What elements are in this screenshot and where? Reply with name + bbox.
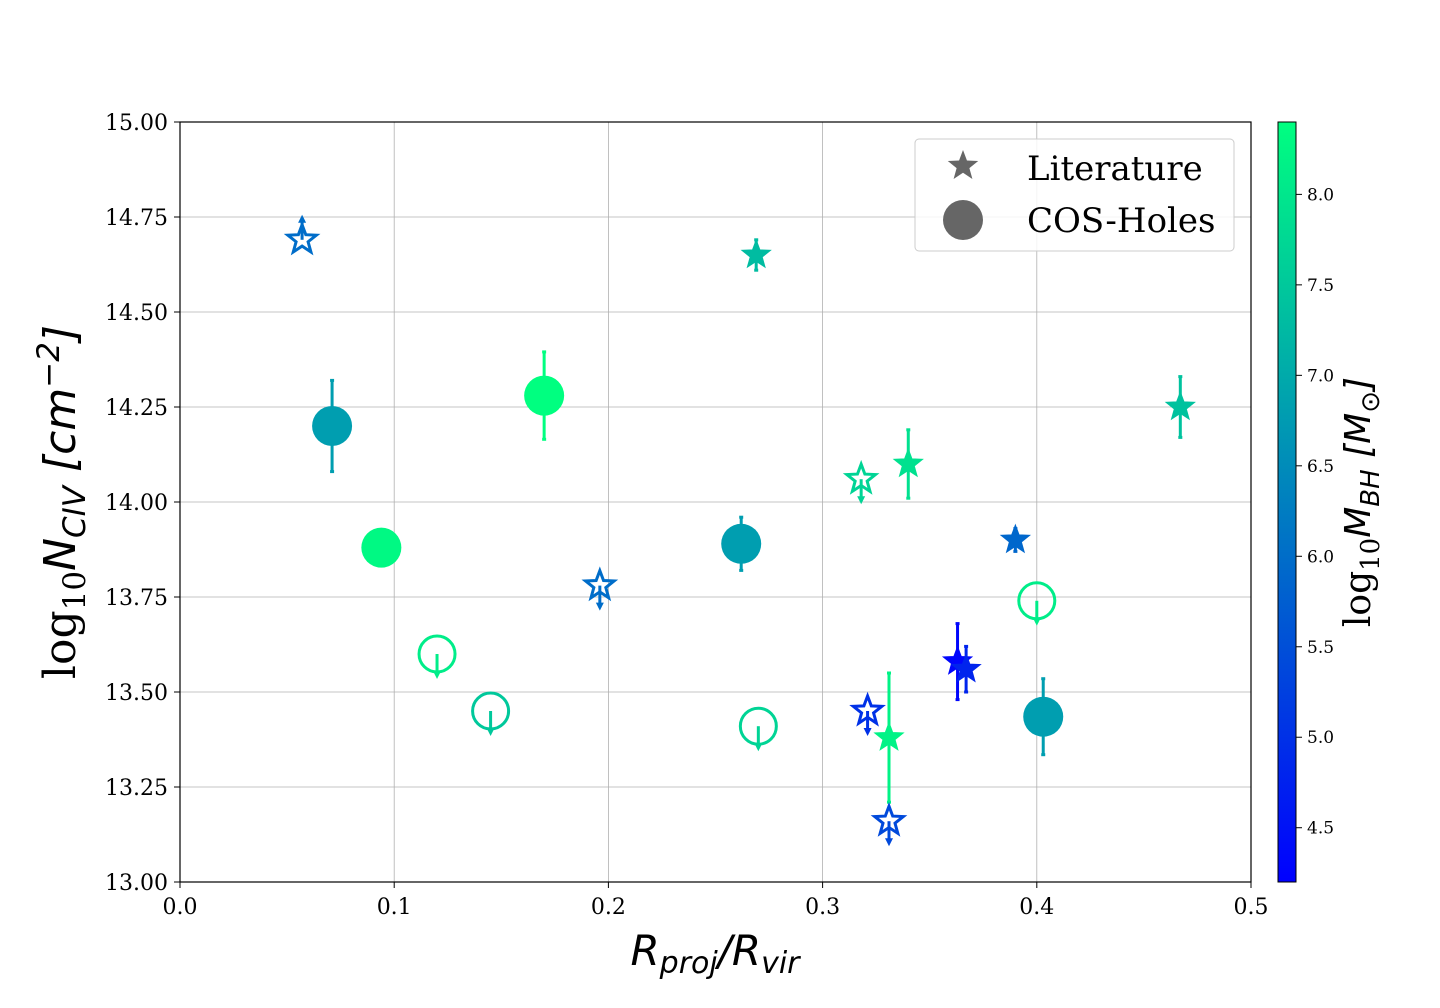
x-tick-label: 0.5 [1234,895,1269,920]
circle-marker [417,634,457,674]
literature-point [283,214,321,256]
circle-marker [524,375,565,416]
colorbar-tick-label: 8.0 [1307,185,1334,205]
limit-arrow-head [595,602,604,611]
star-marker [849,691,886,727]
legend-label-literature: Literature [1027,149,1203,189]
y-tick-label: 13.25 [105,776,168,801]
legend-circle-marker [943,200,983,240]
colorbar-label: log10MBH [M⊙] [1338,377,1386,627]
colorbar: 4.5 5.0 5.5 6.0 6.5 7.0 7.5 8.0 [1277,121,1334,883]
circle-marker [721,523,762,564]
legend-star-marker [947,150,979,179]
colorbar-gradient [1277,121,1297,883]
limit-arrow-head [857,496,866,505]
literature-point [740,238,772,272]
data-points [283,214,1196,847]
cos-holes-point [1017,581,1057,626]
colorbar-tick-label: 7.5 [1307,276,1334,296]
star-marker [999,523,1032,554]
star-marker [870,801,908,837]
limit-arrow-head [298,214,307,223]
colorbar-tick-label: 5.5 [1307,638,1334,658]
cos-holes-point [721,515,762,572]
colorbar-tick-label: 5.0 [1307,728,1334,748]
cos-holes-point [312,378,353,474]
limit-arrow-head [885,838,894,847]
cos-holes-point [361,527,402,568]
x-tick-label: 0.4 [1019,895,1054,920]
star-marker [842,459,880,495]
circle-marker [1023,696,1064,737]
literature-point [892,428,924,500]
colorbar-tick-label: 6.5 [1307,457,1334,477]
y-tick-label: 13.75 [105,586,168,611]
literature-point [1164,375,1196,439]
cos-holes-point [417,634,457,679]
y-tick-label: 14.50 [105,301,168,326]
colorbar-tick-label: 4.5 [1307,819,1334,839]
y-axis-label: log10NCIV [cm−2] [31,325,93,679]
star-marker [581,566,619,602]
x-axis-label: Rproj/Rvir [630,926,801,981]
x-tick-label: 0.1 [377,895,412,920]
literature-point [870,801,908,847]
cos-holes-point [524,350,565,441]
literature-point [873,671,905,804]
y-tick-label: 14.75 [105,206,168,231]
y-tick-label: 13.50 [105,681,168,706]
y-tick-label: 15.00 [105,111,168,136]
literature-point [581,566,619,611]
limit-arrow-head [863,728,872,736]
y-tick-label: 14.00 [105,491,168,516]
legend-label-cos-holes: COS-Holes [1027,201,1215,241]
circle-marker [1017,581,1057,621]
star-marker [892,447,924,478]
x-tick-label: 0.0 [163,895,198,920]
axis-ticks: 0.0 0.1 0.2 0.3 0.4 0.5 13.00 13.25 13.50 13.75 14… [105,111,1268,920]
legend-box [914,138,1235,252]
star-marker [740,238,772,269]
x-tick-label: 0.2 [591,895,626,920]
literature-point [849,691,886,736]
colorbar-tick-label: 7.0 [1307,366,1334,386]
colorbar-tick-label: 6.0 [1307,547,1334,567]
star-marker [283,220,321,256]
cos-holes-point [1023,677,1064,757]
x-tick-label: 0.3 [805,895,840,920]
cos-holes-point [738,706,778,752]
colorbar-ticks: 4.5 5.0 5.5 6.0 6.5 7.0 7.5 8.0 [1296,185,1334,839]
legend: Literature COS-Holes [914,138,1235,252]
y-tick-label: 14.25 [105,396,168,421]
circle-marker [738,706,778,746]
star-marker [950,652,982,683]
star-marker [1164,390,1196,421]
circle-marker [361,527,402,568]
literature-point [999,523,1032,554]
circle-marker [471,691,511,731]
cos-holes-point [471,691,511,736]
literature-point [842,459,880,505]
literature-point [950,644,982,694]
star-marker [873,721,905,751]
y-tick-label: 13.00 [105,871,168,896]
circle-marker [312,406,353,446]
